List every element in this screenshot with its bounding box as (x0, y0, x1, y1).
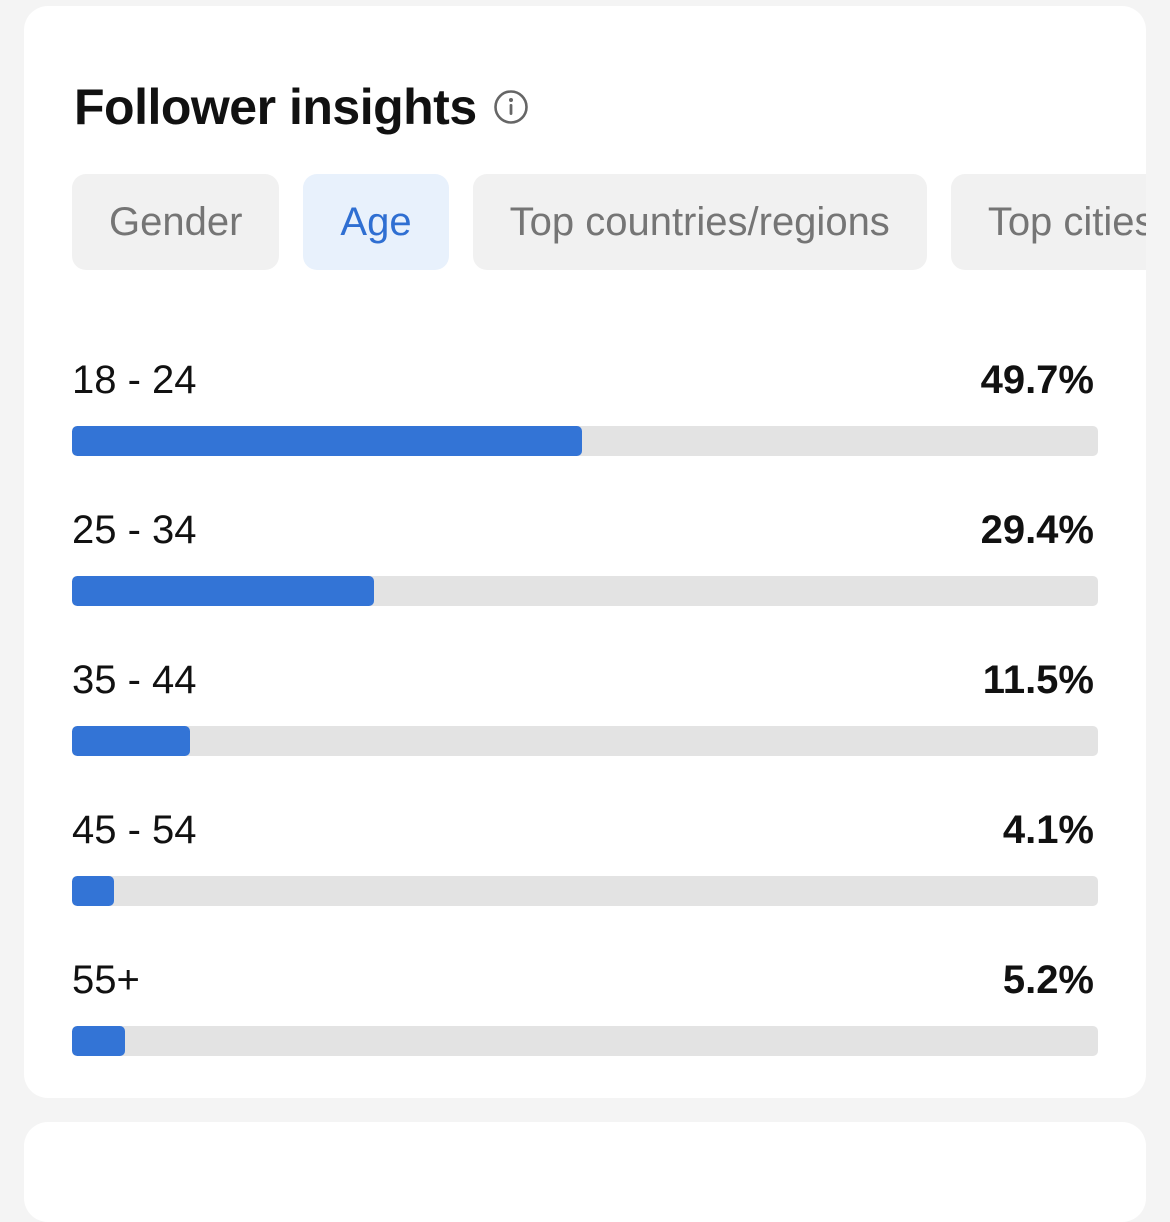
tab-label: Top cities (987, 199, 1146, 244)
age-range-label: 18 - 24 (72, 358, 197, 402)
age-percentage: 29.4% (980, 508, 1094, 552)
progress-track (72, 876, 1098, 906)
tab-top-countries-regions[interactable]: Top countries/regions (472, 174, 927, 270)
progress-track (72, 1026, 1098, 1056)
progress-track (72, 726, 1098, 756)
age-distribution-list: 18 - 24 49.7% 25 - 34 29.4% 35 - 44 11.5… (72, 352, 1098, 1102)
next-card (24, 1122, 1146, 1222)
progress-track (72, 576, 1098, 606)
progress-fill (72, 426, 582, 456)
age-percentage: 49.7% (980, 358, 1094, 402)
age-percentage: 5.2% (1002, 958, 1094, 1002)
tab-top-cities[interactable]: Top cities (950, 174, 1146, 270)
tabs-scroller[interactable]: Gender Age Top countries/regions Top cit… (72, 174, 1146, 270)
tab-age[interactable]: Age (303, 174, 449, 270)
progress-track (72, 426, 1098, 456)
tab-gender[interactable]: Gender (72, 174, 280, 270)
age-row: 35 - 44 11.5% (72, 652, 1098, 802)
progress-fill (72, 576, 374, 606)
title-row: Follower insights (74, 72, 529, 142)
page-title: Follower insights (74, 79, 477, 135)
age-range-label: 55+ (72, 958, 140, 1002)
age-row: 25 - 34 29.4% (72, 502, 1098, 652)
progress-fill (72, 876, 115, 906)
age-percentage: 11.5% (982, 658, 1094, 702)
age-row: 55+ 5.2% (72, 952, 1098, 1102)
tab-label: Age (340, 199, 412, 244)
info-icon[interactable] (493, 89, 529, 125)
progress-fill (72, 1026, 126, 1056)
tabs-bar: Gender Age Top countries/regions Top cit… (72, 174, 1146, 270)
age-range-label: 45 - 54 (72, 808, 197, 852)
age-row: 45 - 54 4.1% (72, 802, 1098, 952)
age-percentage: 4.1% (1002, 808, 1094, 852)
age-range-label: 35 - 44 (72, 658, 197, 702)
progress-fill (72, 726, 190, 756)
age-row: 18 - 24 49.7% (72, 352, 1098, 502)
follower-insights-card: Follower insights Gender Age Top countri… (24, 6, 1146, 1098)
age-range-label: 25 - 34 (72, 508, 197, 552)
tab-label: Top countries/regions (509, 199, 890, 244)
tab-label: Gender (109, 199, 243, 244)
